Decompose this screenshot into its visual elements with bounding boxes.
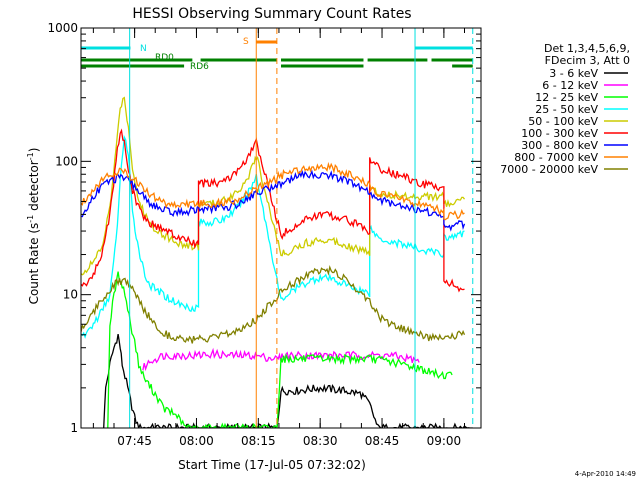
- series-line: [81, 96, 466, 276]
- y-tick-label: 10: [63, 288, 78, 302]
- series-line: [81, 128, 465, 293]
- legend-entry-label: 800 - 7000 keV: [514, 151, 598, 164]
- x-tick-label: 08:00: [179, 434, 214, 448]
- series-line: [81, 169, 466, 232]
- legend-entry-label: 3 - 6 keV: [549, 67, 598, 80]
- flag-bars: N S RD0 RD6: [81, 37, 473, 72]
- legend-entry-label: 300 - 800 keV: [521, 139, 598, 152]
- series-line: [107, 271, 453, 428]
- x-tick-label: 08:15: [241, 434, 276, 448]
- flag-label-s: S: [243, 37, 249, 47]
- series-layer: [81, 96, 473, 428]
- x-tick-label: 08:30: [303, 434, 338, 448]
- legend-entry-label: 25 - 50 keV: [535, 103, 598, 116]
- y-tick-label: 100: [55, 154, 78, 168]
- plot-frame: [80, 27, 482, 429]
- flag-label-n: N: [140, 44, 147, 54]
- legend-header-line: FDecim 3, Att 0: [545, 54, 630, 67]
- flag-label-rd6: RD6: [190, 62, 209, 72]
- x-axis-label: Start Time (17-Jul-05 07:32:02): [178, 458, 366, 472]
- flag-label-rd0: RD0: [155, 53, 174, 63]
- legend-header-line: Det 1,3,4,5,6,9,: [544, 42, 630, 55]
- y-tick-label: 1: [70, 421, 78, 435]
- legend-entry-label: 12 - 25 keV: [535, 91, 598, 104]
- vline-layer: [129, 28, 474, 428]
- series-line: [103, 333, 473, 428]
- series-line: [81, 134, 465, 339]
- x-tick-label: 07:45: [117, 434, 152, 448]
- axes-layer: 1 10 100 1000 07:45 08:00 08:15 08:30 08:45 09:00: [47, 21, 482, 448]
- y-axis-label: Count Rate (s-1 detector-1): [26, 148, 41, 305]
- x-tick-label: 08:45: [365, 434, 400, 448]
- chart-title: HESSI Observing Summary Count Rates: [132, 6, 411, 22]
- series-line: [81, 161, 465, 221]
- y-tick-label: 1000: [47, 21, 78, 35]
- legend-entry-label: 7000 - 20000 keV: [500, 163, 598, 176]
- legend-entry-label: 100 - 300 keV: [521, 127, 598, 140]
- x-tick-label: 09:00: [427, 434, 462, 448]
- legend-entry-label: 6 - 12 keV: [542, 79, 598, 92]
- legend: Det 1,3,4,5,6,9,FDecim 3, Att 03 - 6 keV…: [500, 42, 630, 176]
- legend-entry-label: 50 - 100 keV: [528, 115, 598, 128]
- footer-timestamp: 4-Apr-2010 14:49: [575, 470, 636, 478]
- series-line: [81, 264, 466, 344]
